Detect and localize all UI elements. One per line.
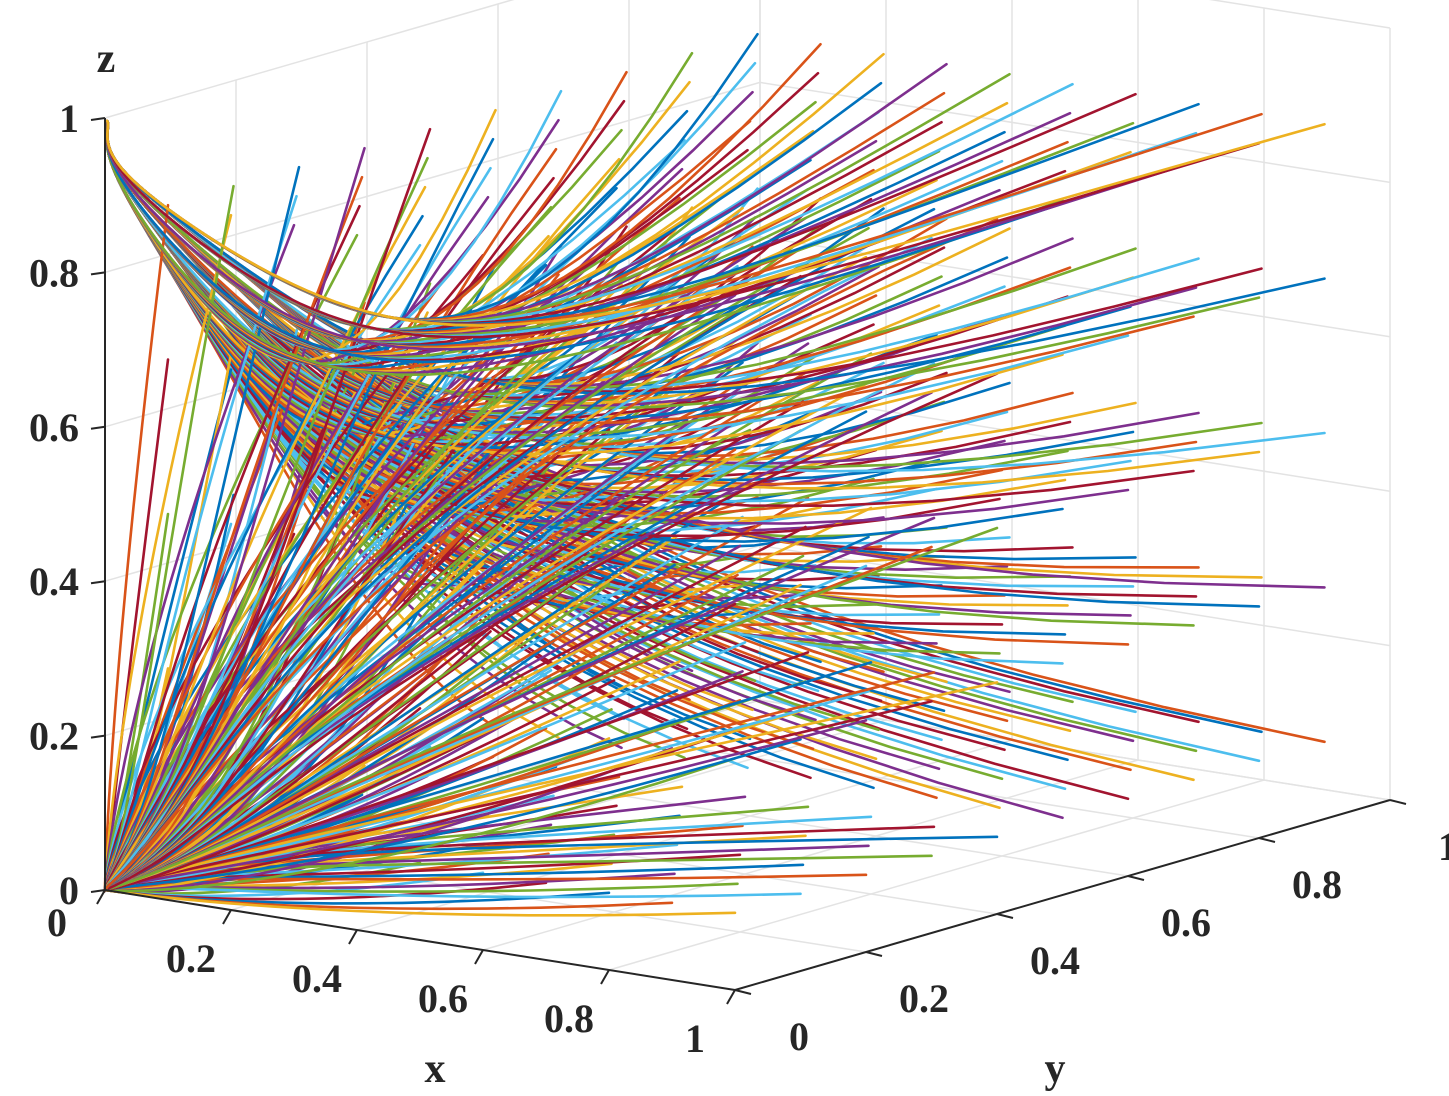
x-tick-mark: [348, 929, 358, 945]
z-tick-mark: [90, 271, 106, 276]
y-tick-mark: [1258, 837, 1276, 843]
axes-layer: [90, 117, 1407, 1005]
y-tick-label: 0.8: [1292, 862, 1342, 907]
z-tick-label: 0.8: [29, 250, 79, 295]
grid-line: [497, 775, 1129, 877]
y-tick-label: 1: [1438, 824, 1449, 869]
x-tick-label: 0.4: [292, 956, 342, 1001]
grid-line: [1208, 0, 1391, 29]
z-tick-mark: [90, 117, 106, 121]
x-tick-mark: [726, 989, 736, 1005]
z-axis-label: z: [97, 36, 116, 82]
tick-labels-layer: 0 0.2 0.4 0.6 0.8 1 0 0.2 0.4 0.6 0.8 1 0 0.2 0.4 0.6 0.…: [29, 96, 1449, 1061]
x-axis-label: x: [425, 1046, 446, 1092]
x-tick-label: 0.6: [418, 976, 468, 1021]
z-tick-label: 0.2: [29, 714, 79, 759]
grid-line: [366, 813, 998, 915]
z-tick-label: 0.6: [29, 405, 79, 450]
grid-line: [104, 0, 515, 119]
y-tick-label: 0.2: [899, 976, 949, 1021]
x-tick-mark: [600, 969, 610, 985]
z-tick-mark: [90, 425, 106, 430]
x-axis-line: [104, 889, 736, 991]
grid-line: [608, 779, 1265, 971]
trajectories-layer: [102, 32, 1326, 917]
x-tick-mark: [222, 909, 232, 925]
y-tick-label: 0.6: [1161, 900, 1211, 945]
z-tick-label: 1: [59, 96, 79, 141]
y-tick-mark: [996, 913, 1014, 919]
trajectory-line: [105, 119, 1326, 327]
y-tick-mark: [865, 951, 883, 957]
x-tick-label: 0.8: [544, 996, 594, 1041]
y-axis-line: [734, 799, 1391, 991]
grid-line: [482, 759, 1139, 951]
y-tick-mark: [1127, 875, 1145, 881]
x-tick-mark: [474, 949, 484, 965]
y-tick-label: 0.4: [1030, 938, 1080, 983]
y-tick-mark: [734, 989, 752, 995]
x-tick-label: 0: [47, 900, 67, 945]
y-tick-label: 0: [789, 1014, 809, 1059]
x-tick-label: 1: [685, 1016, 705, 1061]
z-tick-label: 0.4: [29, 559, 79, 604]
grid-line: [759, 81, 1391, 184]
x-tick-label: 0.2: [166, 936, 216, 981]
z-tick-mark: [90, 734, 106, 739]
trajectory-line: [104, 217, 999, 891]
z-tick-label: 0: [59, 868, 79, 913]
z-tick-mark: [90, 580, 106, 585]
z-tick-mark: [90, 889, 106, 893]
y-axis-label: y: [1045, 1046, 1066, 1092]
x-tick-mark: [96, 889, 106, 905]
y-tick-mark: [1389, 799, 1407, 805]
